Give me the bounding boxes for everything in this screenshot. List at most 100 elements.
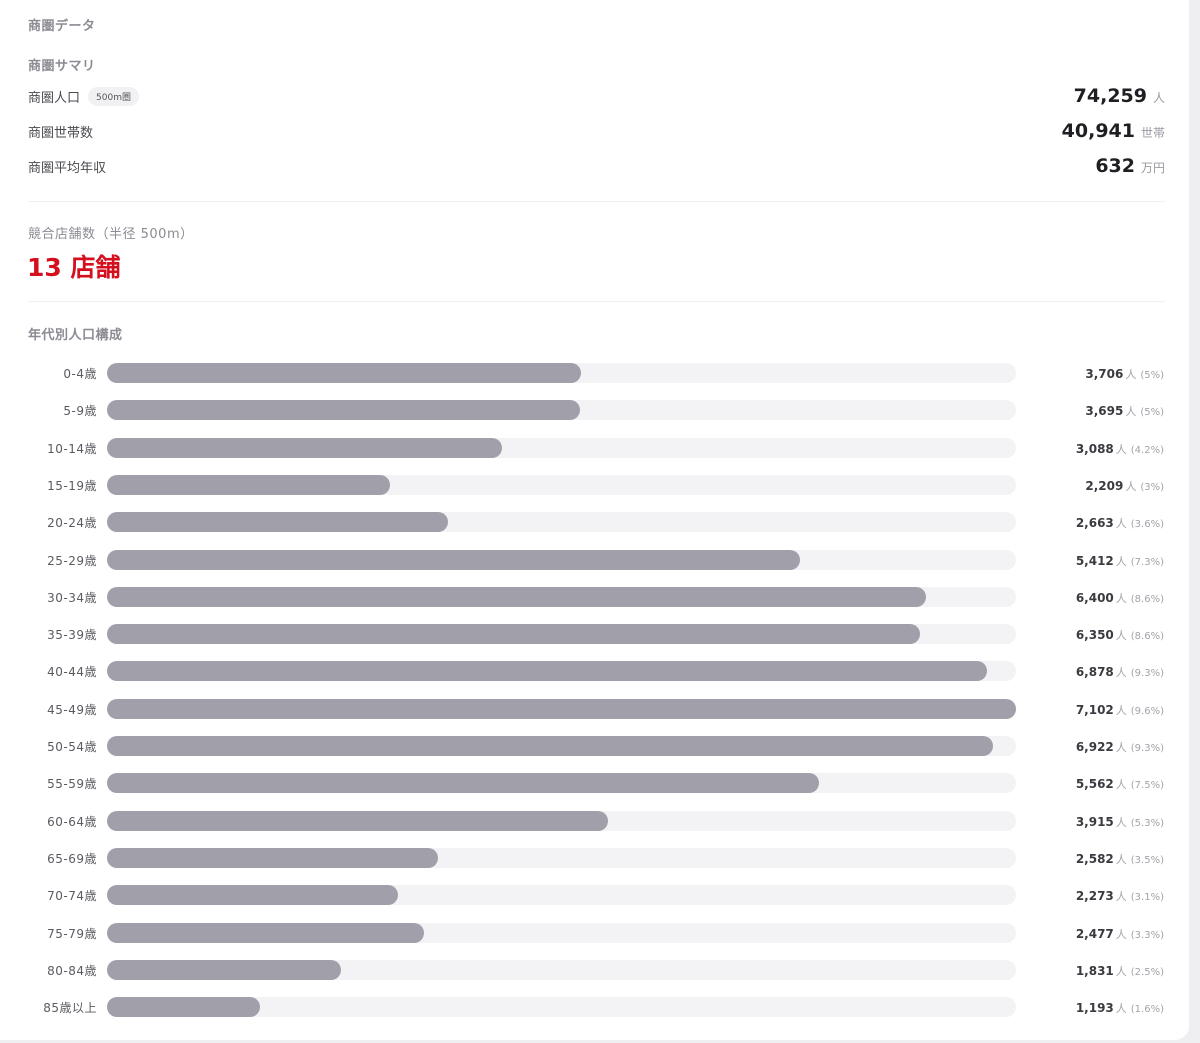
population-unit: 人: [1115, 778, 1127, 791]
population-unit: 人: [1115, 741, 1127, 754]
population-unit: 人: [1115, 816, 1127, 829]
age-bar: [107, 661, 988, 681]
population-unit: 人: [1115, 555, 1127, 568]
bar-track: [107, 997, 1016, 1017]
bar-track: [107, 923, 1016, 943]
bar-track: [107, 400, 1016, 420]
age-value-label: 6,400 人 (8.6%): [1076, 590, 1164, 606]
age-bracket-label: 65-69歳: [47, 852, 97, 866]
population-count: 3,915: [1075, 815, 1114, 829]
population-unit: 人: [1115, 1002, 1127, 1015]
age-bar: [107, 848, 438, 868]
age-bar: [107, 811, 609, 831]
age-bracket-label: 55-59歳: [47, 777, 97, 791]
population-percent: (3%): [1140, 482, 1164, 493]
bar-track: [107, 363, 1016, 383]
population-percent: (8.6%): [1130, 631, 1164, 642]
age-bar-row: 55-59歳 5,562 人 (7.5%): [0, 772, 1189, 794]
summary-value: 40,941: [1061, 120, 1135, 142]
population-percent: (9.3%): [1130, 668, 1164, 679]
bar-track: [107, 699, 1016, 719]
population-percent: (4.2%): [1130, 445, 1164, 456]
bar-track: [107, 736, 1016, 756]
age-value-label: 5,562 人 (7.5%): [1076, 776, 1164, 792]
summary-unit: 万円: [1140, 161, 1165, 175]
population-percent: (7.5%): [1130, 780, 1164, 791]
population-unit: 人: [1115, 704, 1127, 717]
summary-value: 632: [1095, 155, 1135, 177]
age-bar: [107, 587, 927, 607]
age-value-label: 1,831 人 (2.5%): [1076, 963, 1164, 979]
age-bar-row: 20-24歳 2,663 人 (3.6%): [0, 511, 1189, 533]
summary-label: 商圏人口: [28, 90, 81, 106]
population-percent: (3.3%): [1130, 930, 1164, 941]
population-count: 5,412: [1075, 554, 1114, 568]
age-bracket-label: 40-44歳: [47, 665, 97, 679]
age-bar: [107, 923, 424, 943]
summary-row-income: 商圏平均年収 632 万円: [28, 151, 1165, 181]
population-percent: (5%): [1140, 407, 1164, 418]
age-value-label: 2,582 人 (3.5%): [1076, 851, 1164, 867]
population-count: 2,663: [1075, 516, 1114, 530]
population-percent: (9.6%): [1130, 706, 1164, 717]
age-bar: [107, 773, 819, 793]
population-unit: 人: [1115, 443, 1127, 456]
population-count: 3,088: [1075, 442, 1114, 456]
population-unit: 人: [1125, 405, 1137, 418]
bar-track: [107, 661, 1016, 681]
bar-track: [107, 848, 1016, 868]
age-bar: [107, 475, 390, 495]
bar-track: [107, 550, 1016, 570]
population-count: 3,706: [1085, 367, 1124, 381]
population-unit: 人: [1115, 666, 1127, 679]
bar-track: [107, 811, 1016, 831]
age-bar: [107, 438, 503, 458]
population-count: 2,209: [1085, 479, 1124, 493]
population-count: 6,878: [1075, 665, 1114, 679]
age-bracket-label: 20-24歳: [47, 516, 97, 530]
age-bar-row: 45-49歳 7,102 人 (9.6%): [0, 698, 1189, 720]
age-value-label: 1,193 人 (1.6%): [1076, 1000, 1164, 1016]
population-count: 7,102: [1075, 703, 1114, 717]
age-bar-row: 80-84歳 1,831 人 (2.5%): [0, 959, 1189, 981]
age-bar-row: 5-9歳 3,695 人 (5%): [0, 399, 1189, 421]
age-bracket-label: 60-64歳: [47, 815, 97, 829]
age-bar: [107, 512, 448, 532]
population-percent: (3.5%): [1130, 855, 1164, 866]
age-bar: [107, 699, 1016, 719]
age-bar: [107, 624, 920, 644]
population-count: 3,695: [1085, 404, 1124, 418]
age-chart-title: 年代別人口構成: [28, 328, 123, 343]
divider: [28, 301, 1165, 302]
population-percent: (1.6%): [1130, 1004, 1164, 1015]
population-count: 5,562: [1075, 777, 1114, 791]
bar-track: [107, 438, 1016, 458]
population-percent: (2.5%): [1130, 967, 1164, 978]
age-value-label: 3,706 人 (5%): [1085, 366, 1164, 382]
population-unit: 人: [1125, 368, 1137, 381]
summary-value: 74,259: [1073, 85, 1147, 107]
age-bar: [107, 960, 342, 980]
summary-row-population: 商圏人口 500m圏 74,259 人: [28, 81, 1165, 111]
age-value-label: 2,273 人 (3.1%): [1076, 888, 1164, 904]
population-count: 1,193: [1075, 1001, 1114, 1015]
age-bracket-label: 80-84歳: [47, 964, 97, 978]
age-bar-row: 30-34歳 6,400 人 (8.6%): [0, 586, 1189, 608]
age-bracket-label: 85歳以上: [43, 1001, 97, 1015]
summary-unit: 世帯: [1140, 126, 1165, 140]
age-bar-row: 0-4歳 3,706 人 (5%): [0, 362, 1189, 384]
age-value-label: 6,922 人 (9.3%): [1076, 739, 1164, 755]
population-percent: (3.6%): [1130, 519, 1164, 530]
age-bracket-label: 35-39歳: [47, 628, 97, 642]
population-unit: 人: [1125, 480, 1137, 493]
population-percent: (7.3%): [1130, 557, 1164, 568]
population-count: 6,350: [1075, 628, 1114, 642]
age-bracket-label: 25-29歳: [47, 554, 97, 568]
age-bar: [107, 400, 580, 420]
age-bar-row: 70-74歳 2,273 人 (3.1%): [0, 884, 1189, 906]
age-bar: [107, 550, 800, 570]
age-bracket-label: 45-49歳: [47, 703, 97, 717]
competitor-count-label: 競合店舗数（半径 500m）: [28, 227, 194, 242]
bar-track: [107, 587, 1016, 607]
